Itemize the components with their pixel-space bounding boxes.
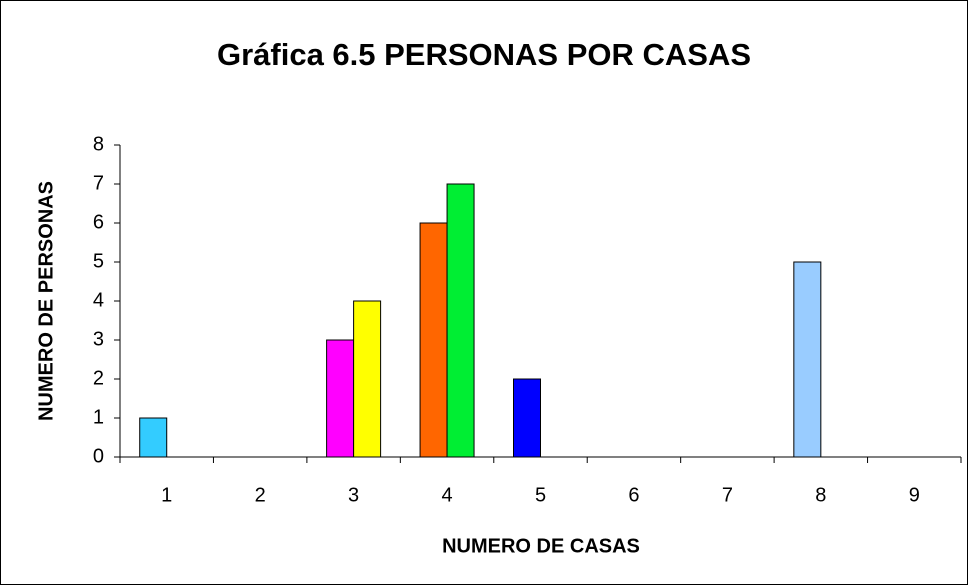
bar — [513, 378, 541, 458]
x-tick-label: 6 — [628, 484, 639, 506]
x-tick-label: 8 — [815, 484, 826, 506]
bar — [419, 222, 448, 458]
y-tick-label: 5 — [93, 250, 104, 272]
y-tick-label: 1 — [93, 406, 104, 428]
x-tick-label: 9 — [909, 484, 920, 506]
x-axis-title: NUMERO DE CASAS — [442, 535, 640, 557]
bar — [793, 261, 822, 458]
y-axis-title: NUMERO DE PERSONAS — [35, 181, 57, 421]
x-tick-label: 1 — [161, 484, 172, 506]
y-tick-label: 2 — [93, 367, 104, 389]
y-tick-label: 4 — [93, 289, 104, 311]
y-tick-label: 6 — [93, 211, 104, 233]
bar — [139, 417, 168, 458]
x-tick-label: 5 — [535, 484, 546, 506]
y-tick-label: 0 — [93, 445, 104, 467]
x-tick-label: 7 — [722, 484, 733, 506]
bar — [353, 300, 382, 458]
x-tick-label: 4 — [441, 484, 452, 506]
bar — [326, 339, 355, 458]
y-tick-label: 7 — [93, 172, 104, 194]
y-tick-label: 3 — [93, 328, 104, 350]
bar — [446, 183, 475, 458]
x-tick-label: 3 — [348, 484, 359, 506]
y-tick-label: 8 — [93, 133, 104, 155]
chart-title: Gráfica 6.5 PERSONAS POR CASAS — [217, 37, 751, 72]
x-tick-label: 2 — [255, 484, 266, 506]
